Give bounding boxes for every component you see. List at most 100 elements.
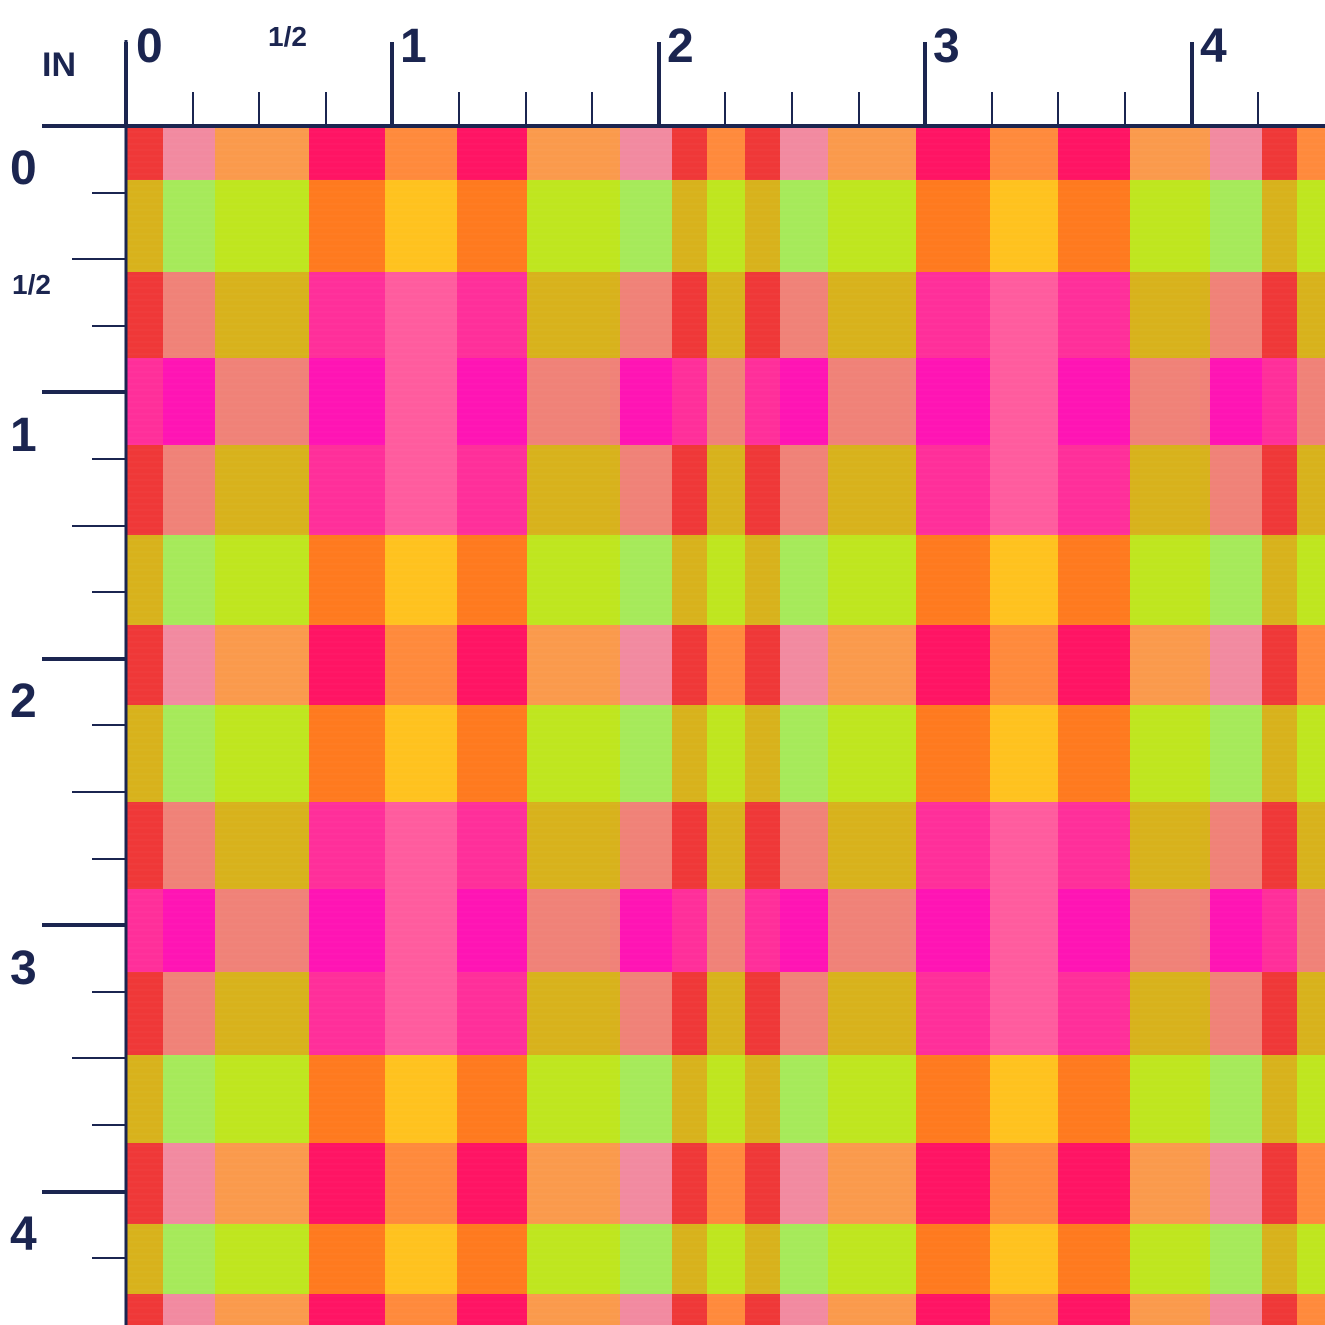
plaid-cell <box>990 180 1058 272</box>
plaid-cell <box>1297 625 1325 705</box>
plaid-cell <box>707 1055 745 1143</box>
plaid-cell <box>457 705 527 802</box>
plaid-cell <box>1297 802 1325 889</box>
plaid-cell <box>707 126 745 180</box>
plaid-cell <box>745 445 780 535</box>
plaid-cell <box>1297 358 1325 445</box>
left-ruler-label-2: 2 <box>10 675 37 728</box>
plaid-cell <box>780 126 828 180</box>
plaid-cell <box>163 126 215 180</box>
plaid-cell <box>309 802 385 889</box>
plaid-cell <box>215 1294 309 1325</box>
plaid-cell <box>1130 1055 1210 1143</box>
plaid-cell <box>745 889 780 972</box>
plaid-cell <box>672 272 707 358</box>
plaid-cell <box>1262 1143 1297 1224</box>
plaid-cell <box>215 272 309 358</box>
plaid-cell <box>745 625 780 705</box>
plaid-cell <box>309 180 385 272</box>
plaid-cell <box>745 180 780 272</box>
plaid-cell <box>385 1224 457 1294</box>
plaid-cell <box>828 1055 916 1143</box>
plaid-cell <box>745 972 780 1055</box>
plaid-cell <box>385 445 457 535</box>
plaid-cell <box>1262 272 1297 358</box>
plaid-cell <box>672 126 707 180</box>
plaid-cell <box>1130 126 1210 180</box>
plaid-cell <box>457 1224 527 1294</box>
plaid-cell <box>163 358 215 445</box>
plaid-cell <box>385 1294 457 1325</box>
plaid-cell <box>620 1055 672 1143</box>
plaid-cell <box>1130 705 1210 802</box>
plaid-cell <box>672 705 707 802</box>
plaid-cell <box>990 1055 1058 1143</box>
top-ruler-label-0: 0 <box>136 20 163 73</box>
plaid-cell <box>126 625 163 705</box>
plaid-cell <box>385 272 457 358</box>
plaid-cell <box>1130 180 1210 272</box>
plaid-cell <box>620 358 672 445</box>
plaid-cell <box>828 1294 916 1325</box>
plaid-cell <box>990 1224 1058 1294</box>
plaid-cell <box>672 1294 707 1325</box>
plaid-cell <box>527 889 620 972</box>
plaid-cell <box>707 625 745 705</box>
plaid-cell <box>1058 625 1130 705</box>
plaid-cell <box>527 535 620 625</box>
plaid-cell <box>620 272 672 358</box>
plaid-cell <box>1297 1224 1325 1294</box>
plaid-cell <box>163 625 215 705</box>
plaid-cell <box>126 358 163 445</box>
plaid-cell <box>916 705 990 802</box>
plaid-cell <box>385 535 457 625</box>
plaid-cell <box>163 972 215 1055</box>
plaid-cell <box>309 272 385 358</box>
plaid-cell <box>1262 972 1297 1055</box>
plaid-cell <box>1210 972 1262 1055</box>
plaid-cell <box>1262 126 1297 180</box>
ruler-guides <box>42 40 1325 1325</box>
plaid-cell <box>620 889 672 972</box>
plaid-cell <box>1130 802 1210 889</box>
plaid-cell <box>457 625 527 705</box>
plaid-cell <box>828 705 916 802</box>
plaid-cell <box>1210 1055 1262 1143</box>
plaid-cell <box>990 802 1058 889</box>
plaid-cell <box>990 126 1058 180</box>
plaid-cell <box>215 802 309 889</box>
plaid-cell <box>1058 180 1130 272</box>
plaid-fabric-swatch <box>126 125 1325 1325</box>
plaid-cell <box>620 535 672 625</box>
plaid-cell <box>916 1224 990 1294</box>
plaid-cell <box>745 1294 780 1325</box>
plaid-cell <box>163 1143 215 1224</box>
plaid-cell <box>707 972 745 1055</box>
plaid-cell <box>916 1294 990 1325</box>
plaid-cell <box>126 1055 163 1143</box>
plaid-cell <box>1058 1294 1130 1325</box>
plaid-cell <box>1297 445 1325 535</box>
plaid-cell <box>1058 126 1130 180</box>
plaid-cell <box>1130 358 1210 445</box>
plaid-cell <box>707 1143 745 1224</box>
plaid-cell <box>1210 802 1262 889</box>
plaid-cell <box>309 1294 385 1325</box>
plaid-cell <box>527 1224 620 1294</box>
plaid-cell <box>828 180 916 272</box>
plaid-cell <box>780 272 828 358</box>
plaid-cell <box>828 1224 916 1294</box>
plaid-cell <box>780 1224 828 1294</box>
plaid-cell <box>527 972 620 1055</box>
plaid-cell <box>672 1055 707 1143</box>
plaid-cell <box>163 272 215 358</box>
plaid-cell <box>780 535 828 625</box>
plaid-cell <box>163 802 215 889</box>
plaid-cell <box>126 445 163 535</box>
plaid-cell <box>1058 535 1130 625</box>
plaid-cell <box>1297 1143 1325 1224</box>
plaid-cell <box>990 972 1058 1055</box>
plaid-cell <box>672 802 707 889</box>
plaid-cell <box>707 180 745 272</box>
plaid-cell <box>527 1294 620 1325</box>
